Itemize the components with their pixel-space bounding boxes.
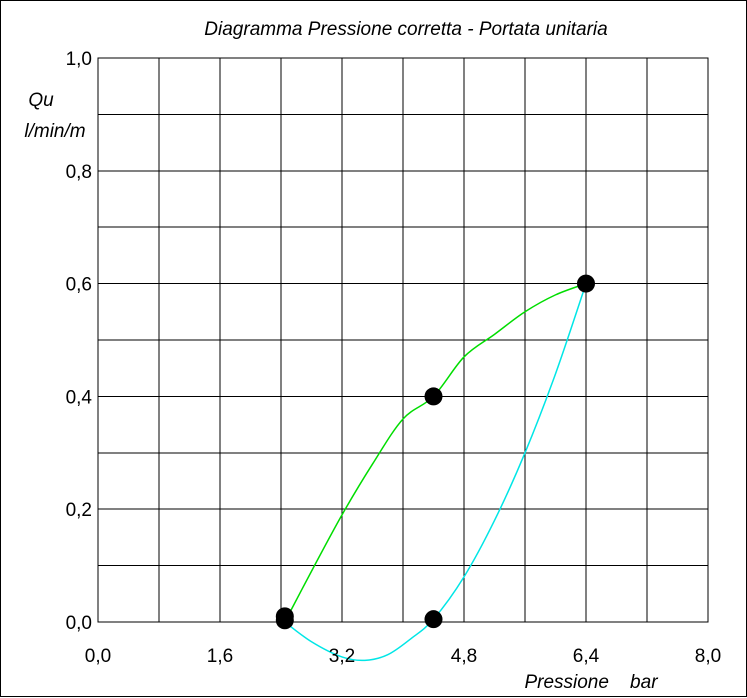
y-tick-label: 0,4: [66, 387, 93, 408]
tick-labels: 0,0 1,6 3,2 4,8 6,4 8,0 0,0 0,2 0,4 0,6 0,8 1,0: [66, 49, 722, 667]
x-tick-label: 3,2: [329, 646, 355, 667]
y-tick-label: 1,0: [66, 49, 92, 70]
x-axis-label: Pressione bar: [524, 672, 658, 693]
x-tick-label: 8,0: [695, 646, 721, 667]
data-point-marker: [275, 611, 294, 630]
chart-title: Diagramma Pressione corretta - Portata u…: [204, 19, 607, 40]
y-tick-label: 0,2: [66, 500, 92, 521]
y-axis-unit: l/min/m: [24, 121, 85, 142]
x-tick-label: 1,6: [207, 646, 233, 667]
x-tick-label: 4,8: [451, 646, 477, 667]
y-axis-label: Qu: [28, 90, 54, 111]
x-tick-label: 0,0: [85, 646, 111, 667]
data-point-marker: [577, 274, 595, 293]
data-point-marker: [424, 387, 443, 406]
data-point-marker: [424, 610, 443, 629]
x-tick-label: 6,4: [573, 646, 600, 667]
y-tick-label: 0,8: [66, 162, 92, 183]
grid: [97, 57, 709, 623]
plot-area-frame: [97, 57, 709, 623]
y-tick-label: 0,6: [66, 275, 92, 296]
y-tick-label: 0,0: [66, 613, 92, 634]
marker-group: [275, 274, 595, 630]
